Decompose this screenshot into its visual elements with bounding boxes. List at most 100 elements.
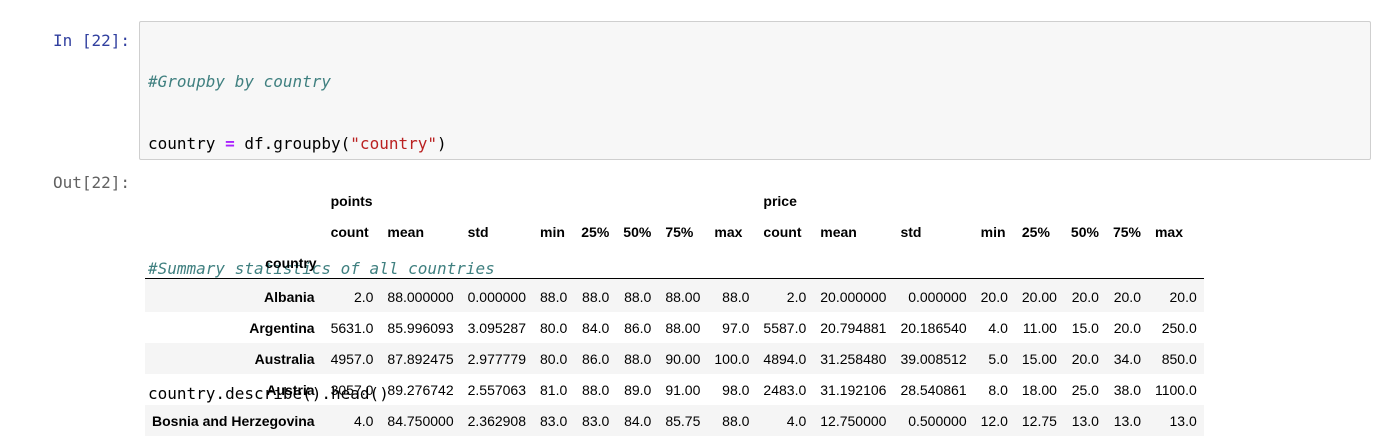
index-header-blank — [145, 216, 324, 247]
table-cell: 15.00 — [1015, 343, 1064, 374]
table-cell: 80.0 — [533, 312, 574, 343]
table-cell: 88.0 — [574, 279, 616, 313]
table-row: Bosnia and Herzegovina4.084.7500002.3629… — [145, 405, 1204, 436]
table-row: Albania2.088.0000000.00000088.088.088.08… — [145, 279, 1204, 313]
code-comment: #Groupby by country — [148, 72, 331, 91]
table-cell: 84.750000 — [380, 405, 460, 436]
dataframe-table: points price count mean std min 25% 50% … — [145, 185, 1204, 436]
table-cell: 88.0 — [616, 279, 658, 313]
table-cell: 20.186540 — [893, 312, 973, 343]
table-cell: 4.0 — [324, 405, 381, 436]
row-index-label: Argentina — [145, 312, 324, 343]
table-cell: 20.0 — [1064, 279, 1106, 313]
code-input-area[interactable]: #Groupby by country country = df.groupby… — [139, 21, 1371, 160]
table-cell: 84.0 — [616, 405, 658, 436]
table-cell: 12.75 — [1015, 405, 1064, 436]
table-cell: 39.008512 — [893, 343, 973, 374]
column-header: 25% — [1015, 216, 1064, 247]
table-cell: 97.0 — [707, 312, 756, 343]
table-cell: 20.0 — [974, 279, 1015, 313]
table-cell: 850.0 — [1148, 343, 1204, 374]
table-cell: 20.00 — [1015, 279, 1064, 313]
table-cell: 3.095287 — [461, 312, 533, 343]
output-prompt: Out[22]: — [0, 173, 130, 192]
table-cell: 0.500000 — [893, 405, 973, 436]
table-cell: 250.0 — [1148, 312, 1204, 343]
table-cell: 13.0 — [1148, 405, 1204, 436]
table-cell: 18.00 — [1015, 374, 1064, 405]
table-cell: 88.00 — [658, 279, 707, 313]
code-operator: = — [225, 134, 235, 153]
table-cell: 5.0 — [974, 343, 1015, 374]
table-cell: 20.0 — [1106, 279, 1148, 313]
table-cell: 0.000000 — [893, 279, 973, 313]
table-cell: 11.00 — [1015, 312, 1064, 343]
column-header: max — [1148, 216, 1204, 247]
table-cell: 88.0 — [533, 279, 574, 313]
column-header: 50% — [1064, 216, 1106, 247]
table-cell: 85.996093 — [380, 312, 460, 343]
table-cell: 100.0 — [707, 343, 756, 374]
table-cell: 1100.0 — [1148, 374, 1204, 405]
column-header: mean — [380, 216, 460, 247]
table-cell: 83.0 — [533, 405, 574, 436]
table-cell: 2.0 — [324, 279, 381, 313]
table-row: Argentina5631.085.9960933.09528780.084.0… — [145, 312, 1204, 343]
table-cell: 4894.0 — [756, 343, 813, 374]
table-cell: 80.0 — [533, 343, 574, 374]
table-cell: 34.0 — [1106, 343, 1148, 374]
table-cell: 20.0 — [1106, 312, 1148, 343]
table-cell: 5631.0 — [324, 312, 381, 343]
table-cell: 88.0 — [707, 279, 756, 313]
table-cell: 28.540861 — [893, 374, 973, 405]
table-cell: 89.276742 — [380, 374, 460, 405]
table-cell: 87.892475 — [380, 343, 460, 374]
code-token: country — [148, 134, 225, 153]
header-row-sub: count mean std min 25% 50% 75% max count… — [145, 216, 1204, 247]
index-name-header: country — [145, 247, 324, 279]
table-cell: 91.00 — [658, 374, 707, 405]
code-line-1: #Groupby by country — [148, 72, 495, 93]
table-cell: 2.557063 — [461, 374, 533, 405]
table-cell: 88.0 — [707, 405, 756, 436]
table-cell: 13.0 — [1106, 405, 1148, 436]
table-cell: 88.0 — [574, 374, 616, 405]
table-cell: 89.0 — [616, 374, 658, 405]
table-cell: 84.0 — [574, 312, 616, 343]
column-group-header: price — [756, 185, 1203, 216]
table-cell: 83.0 — [574, 405, 616, 436]
table-cell: 4957.0 — [324, 343, 381, 374]
column-header: 50% — [616, 216, 658, 247]
row-index-label: Bosnia and Herzegovina — [145, 405, 324, 436]
table-cell: 15.0 — [1064, 312, 1106, 343]
table-cell: 2.362908 — [461, 405, 533, 436]
column-header: max — [707, 216, 756, 247]
table-cell: 2483.0 — [756, 374, 813, 405]
row-index-label: Australia — [145, 343, 324, 374]
table-cell: 12.750000 — [813, 405, 893, 436]
table-cell: 20.000000 — [813, 279, 893, 313]
table-cell: 0.000000 — [461, 279, 533, 313]
table-cell: 20.0 — [1064, 343, 1106, 374]
table-cell: 13.0 — [1064, 405, 1106, 436]
table-cell: 31.192106 — [813, 374, 893, 405]
table-cell: 12.0 — [974, 405, 1015, 436]
table-cell: 31.258480 — [813, 343, 893, 374]
row-index-label: Albania — [145, 279, 324, 313]
table-cell: 4.0 — [974, 312, 1015, 343]
table-cell: 88.0 — [616, 343, 658, 374]
table-cell: 4.0 — [756, 405, 813, 436]
column-header: 75% — [658, 216, 707, 247]
column-group-header: points — [324, 185, 757, 216]
table-cell: 88.00 — [658, 312, 707, 343]
column-header: std — [461, 216, 533, 247]
table-row: Australia4957.087.8924752.97777980.086.0… — [145, 343, 1204, 374]
row-index-label: Austria — [145, 374, 324, 405]
table-cell: 20.0 — [1148, 279, 1204, 313]
table-cell: 8.0 — [974, 374, 1015, 405]
column-header: 25% — [574, 216, 616, 247]
column-header: count — [324, 216, 381, 247]
header-row-index: country — [145, 247, 1204, 279]
table-cell: 86.0 — [574, 343, 616, 374]
header-row-top: points price — [145, 185, 1204, 216]
